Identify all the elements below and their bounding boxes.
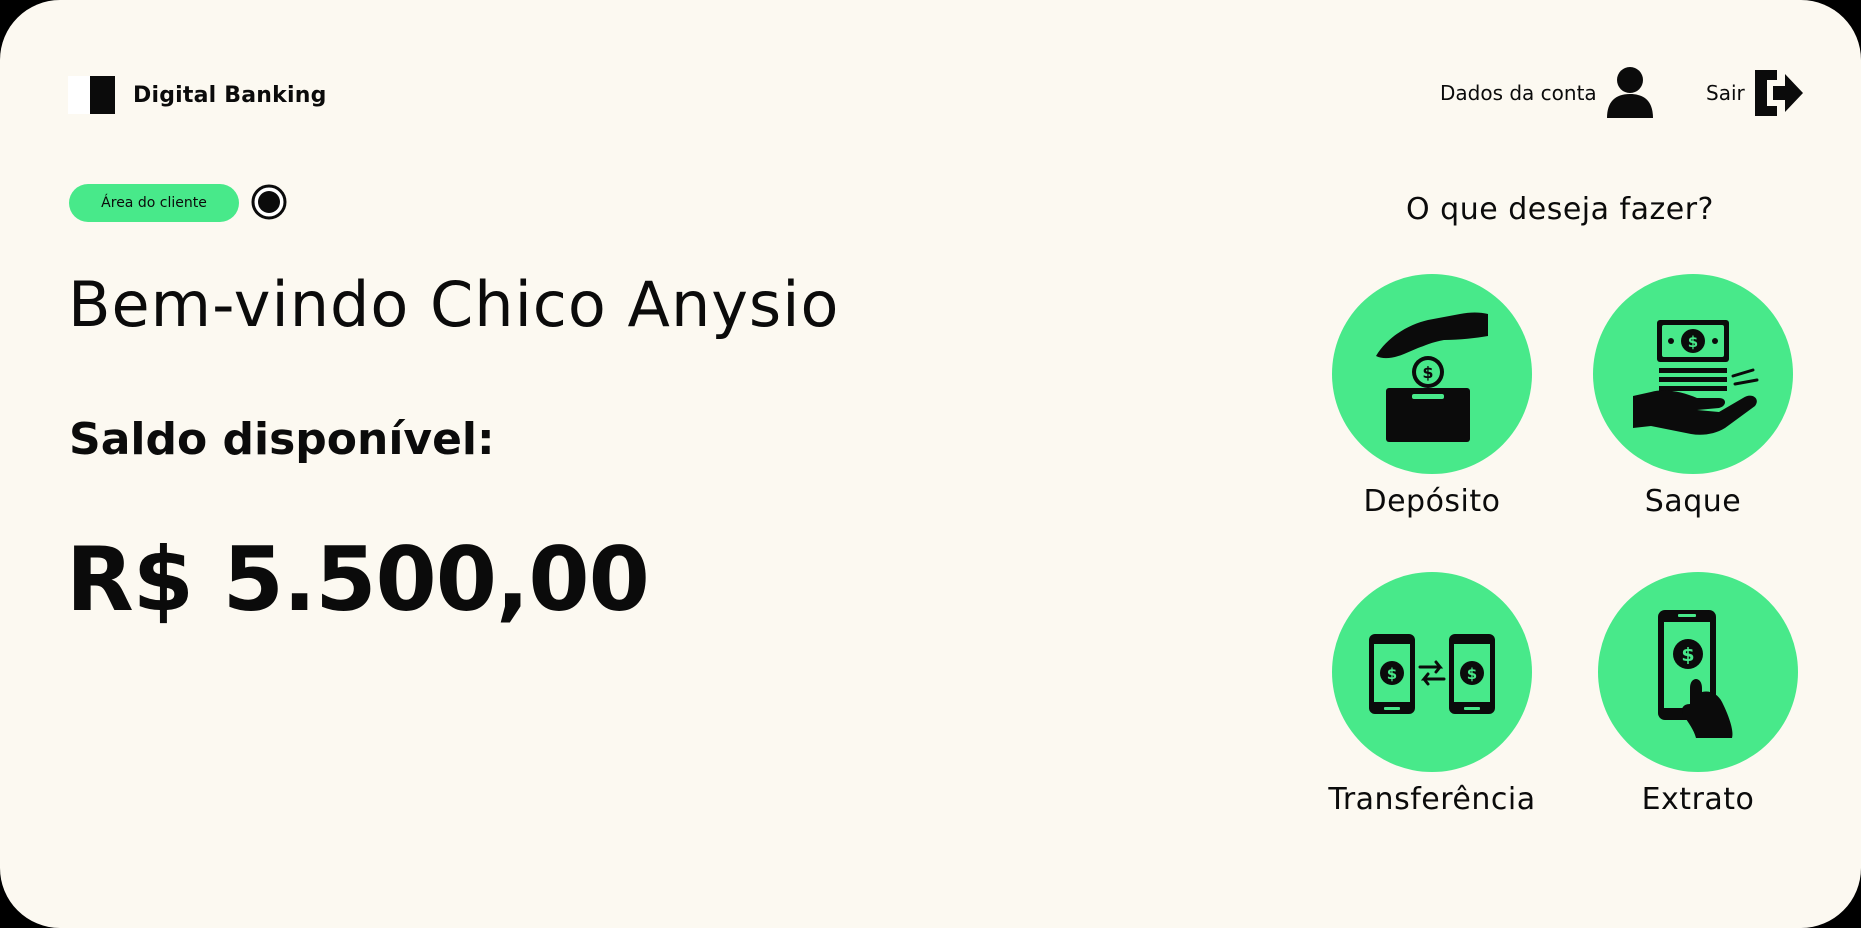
svg-text:$: $ bbox=[1422, 363, 1433, 382]
logout-link[interactable]: Sair bbox=[1706, 66, 1805, 120]
withdraw-circle: $ bbox=[1593, 274, 1793, 474]
user-icon bbox=[1606, 67, 1653, 118]
client-area-badge[interactable]: Área do cliente bbox=[69, 184, 239, 222]
deposit-label: Depósito bbox=[1363, 484, 1501, 519]
svg-text:$: $ bbox=[1467, 665, 1477, 683]
logo: Digital Banking bbox=[68, 76, 327, 114]
transfer-label: Transferência bbox=[1328, 782, 1536, 817]
deposit-icon: $ bbox=[1376, 312, 1488, 442]
logout-icon bbox=[1754, 70, 1803, 116]
balance-label: Saldo disponível: bbox=[69, 414, 495, 465]
transfer-icon: $ $ bbox=[1369, 634, 1495, 714]
account-data-label: Dados da conta bbox=[1440, 81, 1597, 105]
transfer-circle: $ $ bbox=[1332, 572, 1532, 772]
withdraw-icon: $ bbox=[1633, 320, 1759, 435]
statement-circle: $ bbox=[1598, 572, 1798, 772]
logo-icon bbox=[68, 76, 115, 114]
deposit-circle: $ bbox=[1332, 274, 1532, 474]
transfer-button[interactable]: $ $ Transferência bbox=[1322, 572, 1542, 817]
withdraw-button[interactable]: $ Saque bbox=[1583, 274, 1803, 519]
balance-value: R$ 5.500,00 bbox=[66, 528, 650, 631]
account-data-link[interactable]: Dados da conta bbox=[1440, 66, 1655, 120]
statement-label: Extrato bbox=[1641, 782, 1755, 817]
radio-toggle-icon[interactable] bbox=[251, 184, 287, 220]
actions-title: O que deseja fazer? bbox=[1406, 192, 1714, 227]
deposit-button[interactable]: $ Depósito bbox=[1322, 274, 1542, 519]
app-title: Digital Banking bbox=[133, 82, 327, 108]
statement-icon: $ bbox=[1658, 610, 1733, 738]
statement-button[interactable]: $ Extrato bbox=[1588, 572, 1808, 817]
svg-text:$: $ bbox=[1688, 333, 1698, 351]
withdraw-label: Saque bbox=[1644, 484, 1742, 519]
welcome-heading: Bem-vindo Chico Anysio bbox=[68, 268, 840, 341]
svg-text:$: $ bbox=[1681, 644, 1694, 666]
svg-text:$: $ bbox=[1387, 665, 1397, 683]
logout-label: Sair bbox=[1706, 81, 1745, 105]
